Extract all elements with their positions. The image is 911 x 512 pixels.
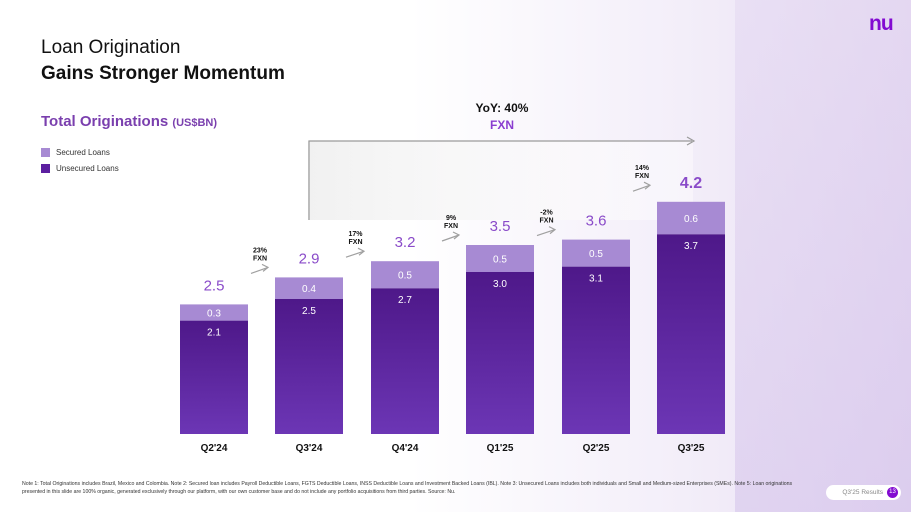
yoy-bracket [308, 136, 696, 220]
growth-label-pct: -2% [540, 210, 553, 217]
bar-total-label: 3.6 [586, 213, 607, 230]
x-tick-label: Q4'24 [392, 443, 419, 454]
growth-label-pct: 14% [635, 165, 650, 172]
page-title-line2: Gains Stronger Momentum [41, 63, 285, 84]
chart-subtitle-label: Total Originations [41, 113, 169, 130]
yoy-growth-label: YoY: 40% [475, 101, 529, 115]
growth-label-fxn: FXN [635, 173, 649, 180]
legend-swatch-secured [41, 147, 50, 157]
bar-total-label: 3.2 [395, 234, 416, 251]
bar-unsecured-label: 3.7 [684, 241, 698, 252]
nu-logo: nu [869, 12, 894, 35]
growth-arrow-line [345, 250, 365, 258]
bar-unsecured [180, 320, 248, 434]
bar-unsecured-label: 2.5 [302, 306, 316, 317]
growth-arrow-line [632, 184, 651, 192]
legend-item-secured: Secured Loans [41, 146, 110, 158]
growth-arrow-head [548, 226, 557, 235]
bar-secured [275, 277, 343, 299]
growth-label-fxn: FXN [540, 218, 554, 225]
bar-unsecured-label: 2.7 [398, 295, 412, 306]
bar-unsecured-label: 3.0 [493, 279, 507, 290]
growth-label-pct: 23% [253, 247, 268, 254]
growth-arrow-line [250, 266, 269, 274]
bar-secured [180, 304, 248, 321]
x-tick-label: Q2'25 [583, 443, 610, 454]
bar-unsecured [275, 299, 343, 434]
bar-unsecured-label: 2.1 [207, 328, 221, 339]
legend-label-secured: Secured Loans [56, 147, 110, 157]
growth-label-pct: 17% [348, 231, 363, 238]
bar-secured-label: 0.5 [589, 249, 603, 260]
slide-background-accent [735, 0, 911, 512]
bar-secured [562, 239, 630, 267]
x-tick-label: Q3'24 [296, 443, 323, 454]
growth-label-fxn: FXN [349, 239, 363, 246]
growth-arrow-head [643, 181, 652, 190]
bar-secured-label: 0.6 [684, 214, 698, 225]
bar-unsecured [371, 288, 439, 434]
chart-subtitle: Total Originations (US$BN) [41, 113, 217, 130]
legend-item-unsecured: Unsecured Loans [41, 162, 119, 174]
bar-unsecured [657, 234, 725, 434]
yoy-bracket-box [308, 141, 693, 220]
x-tick-label: Q3'25 [678, 443, 705, 454]
footer-badge: Q3'25 Results 13 [826, 485, 901, 500]
bar-secured [371, 261, 439, 289]
bar-total-label: 3.5 [490, 218, 511, 235]
bar-secured-label: 0.4 [302, 284, 316, 295]
growth-arrow-head [261, 263, 270, 272]
chart-subtitle-unit: (US$BN) [172, 117, 218, 129]
bars-group: 0.3 2.1 2.5 0.4 2.5 2.9 0.5 2.7 3.2 0.5 3.0 3.5 0.5 3… [180, 175, 725, 434]
yoy-bracket-line [308, 140, 692, 220]
yoy-bracket-arrowhead [686, 136, 696, 146]
x-tick-label: Q1'25 [487, 443, 514, 454]
page-number: 13 [887, 487, 898, 498]
bar-unsecured [562, 266, 630, 434]
growth-arrow-head [452, 231, 461, 240]
bar-secured [466, 245, 534, 272]
bar-unsecured-label: 3.1 [589, 274, 603, 285]
bar-secured-label: 0.3 [207, 309, 221, 320]
growth-label-pct: 9% [446, 215, 457, 222]
bar-secured-label: 0.5 [493, 255, 507, 266]
bar-total-label: 2.5 [204, 277, 225, 294]
legend-swatch-unsecured [41, 163, 50, 173]
footnote: Note 1: Total Originations includes Braz… [22, 481, 793, 495]
bar-secured [657, 201, 725, 235]
bar-total-label: 2.9 [299, 250, 320, 267]
bar-unsecured [466, 272, 534, 434]
bar-total-label: 4.2 [680, 175, 702, 192]
page-title-line1: Loan Origination [41, 37, 181, 58]
growth-arrow-line [536, 229, 556, 237]
x-tick-label: Q2'24 [201, 443, 228, 454]
footer-label: Q3'25 Results [842, 489, 883, 496]
growth-label-fxn: FXN [253, 255, 267, 262]
legend-label-unsecured: Unsecured Loans [56, 163, 119, 173]
bar-secured-label: 0.5 [398, 271, 412, 282]
growth-arrow-head [357, 247, 366, 256]
growth-arrow-line [441, 234, 460, 242]
yoy-growth-fxn: FXN [490, 118, 514, 132]
x-axis: Q2'24 Q3'24 Q4'24 Q1'25 Q2'25 Q3'25 [201, 443, 705, 454]
growth-label-fxn: FXN [444, 223, 458, 230]
